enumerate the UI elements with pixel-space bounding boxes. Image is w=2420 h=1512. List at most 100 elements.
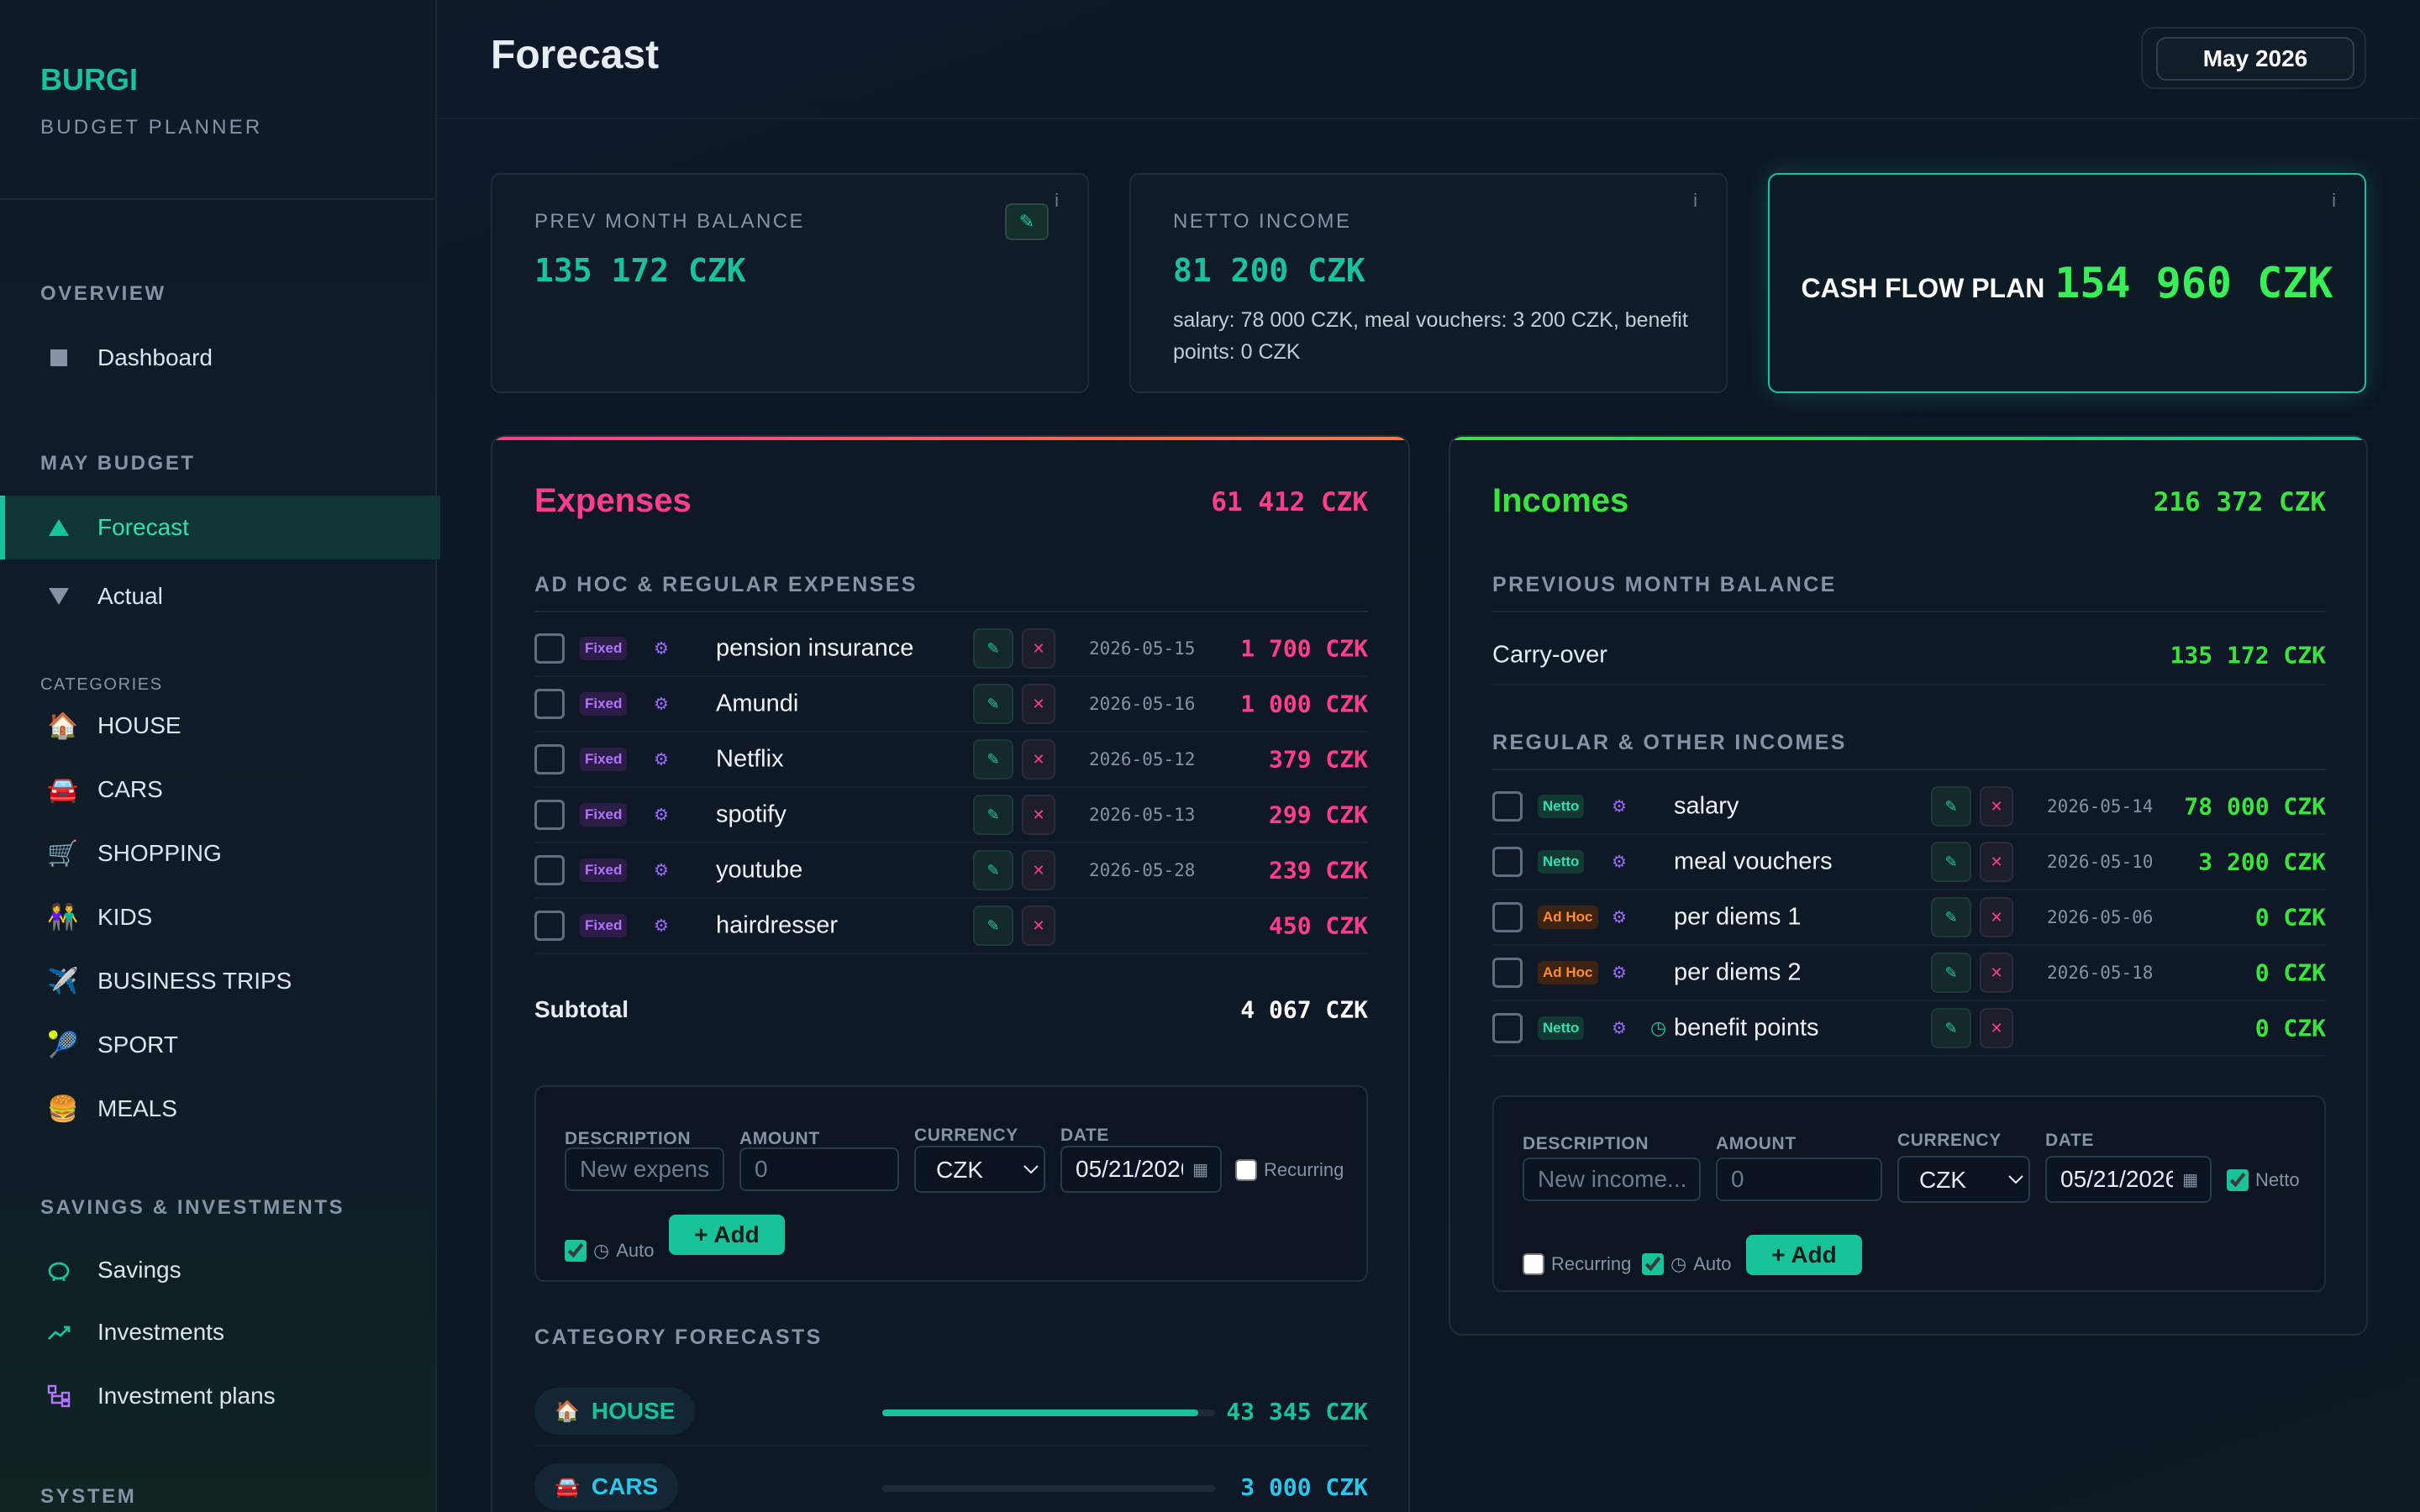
settings-icon[interactable]: ⚙ [654,806,669,825]
settings-icon[interactable]: ⚙ [1612,908,1627,927]
date-input[interactable] [2045,1156,2212,1203]
checkbox[interactable] [2227,1169,2249,1191]
settings-icon[interactable]: ⚙ [654,861,669,880]
settings-icon[interactable]: ⚙ [654,695,669,714]
progress-track [882,1485,1215,1492]
checkbox[interactable] [1492,791,1523,822]
checkbox[interactable] [1523,1253,1544,1275]
nav-item[interactable]: 🚘 CARS [0,758,435,822]
nav-label: Investments [97,1319,224,1345]
delete-button[interactable]: ✕ [1980,1008,2013,1048]
checkbox[interactable] [1642,1253,1664,1275]
edit-button[interactable]: ✎ [1931,786,1971,827]
checkbox[interactable] [1492,1013,1523,1043]
nav-icon: 🎾 [47,1031,97,1060]
delete-button[interactable]: ✕ [1022,906,1055,946]
amount-input[interactable] [1716,1158,1882,1201]
delete-button[interactable]: ✕ [1022,739,1055,780]
edit-button[interactable]: ✎ [973,628,1013,669]
edit-button[interactable]: ✎ [1931,842,1971,882]
info-icon[interactable]: i [1693,190,1697,211]
nav-label: SPORT [97,1032,178,1058]
settings-icon[interactable]: ⚙ [654,750,669,769]
info-icon[interactable]: i [2332,190,2336,211]
date-input[interactable] [1060,1146,1222,1193]
entry-row: Fixed ⚙ spotify ✎ ✕ 2026-05-13 299 CZK [534,788,1368,843]
label: CURRENCY [1897,1131,2002,1150]
delete-button[interactable]: ✕ [1022,850,1055,890]
nav-item[interactable]: 🛒 SHOPPING [0,822,435,885]
edit-button[interactable]: ✎ [973,906,1013,946]
emoji-icon: 👫 [47,903,79,932]
checkbox[interactable] [565,1240,587,1262]
nav-item[interactable]: 🏠 HOUSE [0,694,435,758]
checkbox[interactable] [534,689,565,719]
incomes-panel: Incomes 216 372 CZK PREVIOUS MONTH BALANCE… [1449,435,2368,1336]
settings-icon[interactable]: ⚙ [654,916,669,936]
nav-item[interactable]: Investment plans [0,1364,435,1428]
entry-name: per diems 2 [1674,958,1802,986]
summary-card: i PREV MONTH BALANCE 135 172 CZK ✎ [491,173,1089,393]
nav-item[interactable]: Forecast [0,496,440,559]
checkbox-field: ◷ Auto [565,1240,654,1262]
amount-input[interactable] [739,1147,899,1191]
add-button[interactable]: + Add [669,1215,785,1255]
edit-button[interactable]: ✎ [973,739,1013,780]
delete-button[interactable]: ✕ [1022,795,1055,835]
category-amount: 43 345 CZK [1226,1398,1368,1425]
delete-button[interactable]: ✕ [1980,953,2013,993]
delete-button[interactable]: ✕ [1980,897,2013,937]
edit-button[interactable]: ✎ [1931,953,1971,993]
category-pill[interactable]: 🏠 HOUSE [534,1388,696,1435]
settings-icon[interactable]: ⚙ [1612,797,1627,816]
entry-date: 2026-05-18 [2047,963,2154,983]
delete-button[interactable]: ✕ [1980,786,2013,827]
emoji-icon: 🏠 [47,711,79,740]
calendar-icon[interactable]: ▦ [2182,1171,2198,1189]
info-icon[interactable]: i [1055,190,1059,211]
nav-item[interactable]: 🎾 SPORT [0,1013,435,1077]
nav-item[interactable]: Dashboard [0,326,435,390]
settings-icon[interactable]: ⚙ [1612,853,1627,872]
edit-button[interactable]: ✎ [973,850,1013,890]
nav-item[interactable]: Actual [0,564,435,628]
nav-item[interactable]: Investments [0,1300,435,1364]
checkbox[interactable] [534,633,565,664]
edit-button[interactable]: ✎ [1005,203,1049,240]
description-input[interactable] [565,1147,724,1191]
currency-select[interactable]: CZK [1897,1156,2030,1203]
delete-button[interactable]: ✕ [1022,628,1055,669]
checkbox[interactable] [534,855,565,885]
nav-item[interactable]: 🍔 MEALS [0,1077,435,1141]
edit-button[interactable]: ✎ [973,795,1013,835]
nav-item[interactable]: 👫 KIDS [0,885,435,949]
delete-button[interactable]: ✕ [1980,842,2013,882]
description-input[interactable] [1523,1158,1701,1201]
checkbox[interactable] [534,800,565,830]
section-title: CATEGORY FORECASTS [534,1326,823,1349]
checkbox[interactable] [534,744,565,774]
edit-button[interactable]: ✎ [1931,1008,1971,1048]
month-button[interactable]: May 2026 [2156,37,2354,81]
checkbox[interactable] [1492,847,1523,877]
category-pill[interactable]: 🚘 CARS [534,1463,679,1510]
tag: Fixed [580,914,628,937]
checkbox[interactable] [1235,1159,1257,1181]
settings-icon[interactable]: ⚙ [654,639,669,659]
settings-icon[interactable]: ⚙ [1612,963,1627,983]
calendar-icon[interactable]: ▦ [1192,1161,1208,1179]
nav-icon [47,346,97,370]
edit-button[interactable]: ✎ [1931,897,1971,937]
section-title: SAVINGS & INVESTMENTS [40,1196,345,1219]
entry-row: Fixed ⚙ hairdresser ✎ ✕ 450 CZK [534,899,1368,954]
add-button[interactable]: + Add [1746,1235,1862,1275]
settings-icon[interactable]: ⚙ [1612,1019,1627,1038]
currency-select[interactable]: CZK [914,1146,1045,1193]
nav-item[interactable]: ✈️ BUSINESS TRIPS [0,949,435,1013]
nav-item[interactable]: Savings [0,1238,435,1302]
delete-button[interactable]: ✕ [1022,684,1055,724]
checkbox[interactable] [534,911,565,941]
edit-button[interactable]: ✎ [973,684,1013,724]
checkbox[interactable] [1492,958,1523,988]
checkbox[interactable] [1492,902,1523,932]
